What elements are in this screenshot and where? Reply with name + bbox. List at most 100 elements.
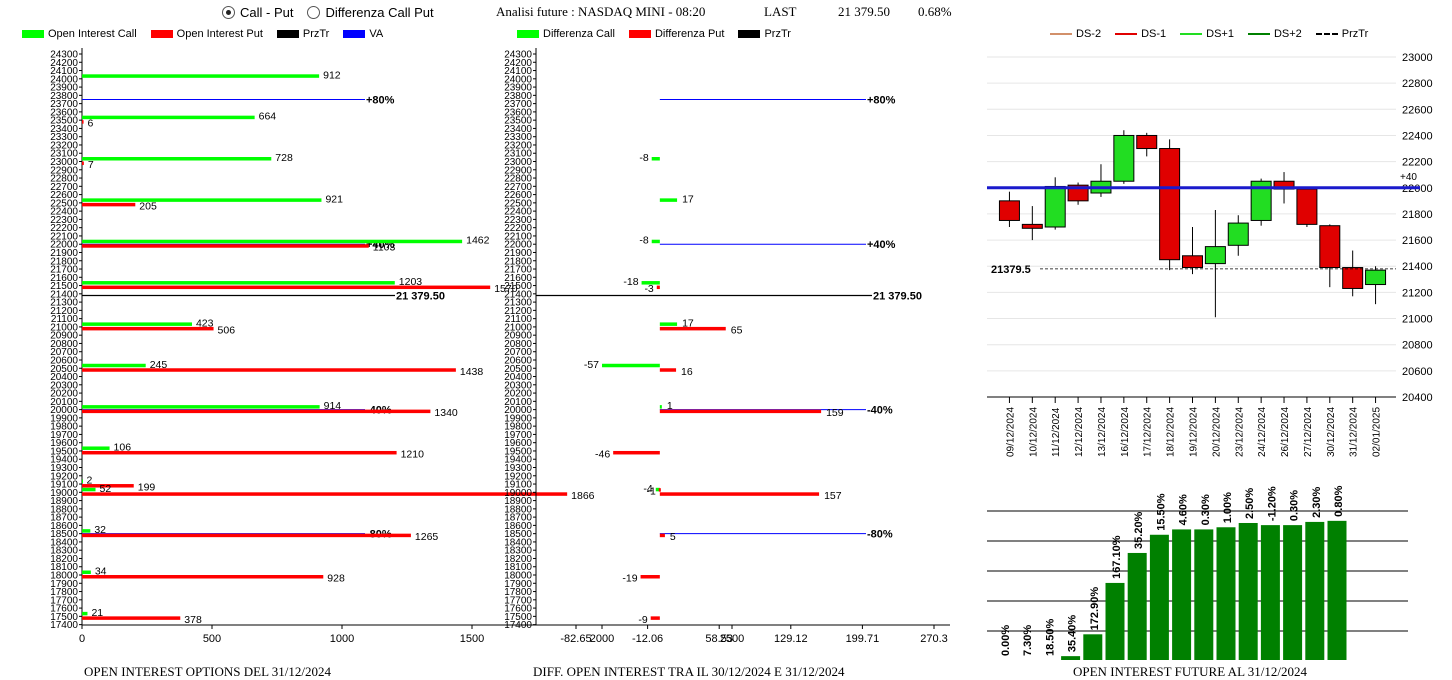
strike-tick-label: 20100 (50, 397, 78, 408)
candle-body (1250, 180, 1272, 221)
strike-tick-label: 23500 (50, 116, 78, 127)
diff-put-bar (658, 488, 661, 492)
candle-body (1113, 134, 1135, 182)
strike-tick-label: 24200 (504, 58, 532, 69)
chart-future-title: OPEN INTEREST FUTURE AL 31/12/2024 (1073, 664, 1308, 679)
strike-tick-label: 21200 (504, 306, 532, 317)
candle-date-label: 17/12/2024 (1143, 407, 1154, 457)
diff-put-value-label: -3 (644, 283, 653, 295)
future-bar-label: 0.30% (1289, 490, 1301, 521)
strike-tick-label: 21000 (50, 322, 78, 333)
oi-put-bar (82, 244, 369, 248)
oi-call-bar (82, 487, 96, 492)
strike-tick-label: 22900 (50, 165, 78, 176)
future-bar (1238, 522, 1258, 660)
strike-tick-label: 20000 (50, 405, 78, 416)
strike-tick-label: 20700 (504, 347, 532, 358)
diff-call-bar (659, 405, 662, 409)
diff-put-bar (659, 533, 665, 538)
strike-tick-label: 17600 (504, 604, 532, 615)
strike-tick-label: 23900 (50, 83, 78, 94)
strike-tick-label: 19500 (50, 446, 78, 457)
future-bar (1194, 529, 1214, 660)
oi-x-tick-label: 1000 (330, 633, 354, 645)
strike-tick-label: 22200 (50, 223, 78, 234)
strike-tick-label: 23700 (504, 99, 532, 110)
oi-put-bar (82, 202, 136, 207)
oi-put-bar (82, 120, 84, 124)
candle-y-tick-label: 21000 (1402, 314, 1433, 326)
strike-tick-label: 18000 (50, 571, 78, 582)
oi-call-bar (82, 570, 91, 575)
strike-tick-label: 20200 (504, 389, 532, 400)
diff-call-value-label: 17 (682, 317, 694, 329)
candle-date-label: 30/12/2024 (1326, 407, 1337, 457)
legend-item-ds-2: DS-2 (1050, 28, 1101, 40)
diff-level-label: -40% (867, 405, 893, 417)
radio-call-put[interactable]: Call - Put (222, 5, 293, 20)
strike-tick-label: 20800 (50, 339, 78, 350)
diff-call-value-label: -8 (639, 235, 648, 247)
candle-date-label: 11/12/2024 (1051, 407, 1062, 457)
diff-x-tick-label: 199.71 (846, 633, 880, 645)
candle-body (1204, 246, 1226, 265)
strike-tick-label: 19200 (504, 471, 532, 482)
future-bar-label: 7.30% (1022, 625, 1034, 656)
oi-call-value-label: 664 (259, 111, 277, 123)
strike-tick-label: 21200 (50, 306, 78, 317)
candle-y-tick-label: 22400 (1402, 130, 1433, 142)
strike-tick-label: 20400 (50, 372, 78, 383)
future-bar-label: 1.00% (1222, 492, 1234, 523)
future-bar-label: 0.00% (1000, 625, 1012, 656)
oi-x-tick-label: 2000 (590, 633, 614, 645)
strike-tick-label: 18200 (50, 554, 78, 565)
candle-y-tick-label: 21800 (1402, 209, 1433, 221)
strike-tick-label: 22300 (50, 215, 78, 226)
candle-date-label: 31/12/2024 (1349, 407, 1360, 457)
diff-call-bar (651, 239, 660, 244)
candle-y-tick-label: 22600 (1402, 104, 1433, 116)
strike-tick-label: 18400 (504, 537, 532, 548)
future-bar (1061, 656, 1081, 660)
strike-tick-label: 21300 (50, 298, 78, 309)
candle-level-label: +40 (1400, 172, 1417, 183)
legend-item-diff-call: Differenza Call (517, 28, 615, 40)
strike-tick-label: 22900 (504, 165, 532, 176)
strike-tick-label: 20900 (504, 331, 532, 342)
candle-body (1342, 267, 1364, 289)
candle-body (1136, 134, 1158, 150)
diff-put-value-label: 65 (731, 324, 743, 336)
strike-tick-label: 23400 (504, 124, 532, 135)
diff-call-bar (655, 487, 660, 492)
oi-put-value-label: 1210 (401, 448, 425, 460)
strike-tick-label: 20700 (50, 347, 78, 358)
candle-y-tick-label: 20400 (1402, 392, 1433, 404)
future-bar-label: 35.20% (1133, 511, 1145, 549)
diff-level-label: +80% (867, 94, 896, 106)
diff-x-tick-label: -82.65 (560, 633, 591, 645)
candle-y-tick-label: 21200 (1402, 287, 1433, 299)
chart-diff-title: DIFF. OPEN INTEREST TRA IL 30/12/2024 E … (533, 664, 845, 679)
candle-date-label: 23/12/2024 (1234, 407, 1245, 457)
strike-tick-label: 18700 (504, 513, 532, 524)
strike-tick-label: 17500 (504, 612, 532, 623)
oi-put-value-label: 378 (184, 614, 202, 626)
oi-call-value-label: 34 (95, 566, 107, 578)
future-bar (1216, 527, 1236, 660)
strike-tick-label: 21900 (504, 248, 532, 259)
candle-y-tick-label: 20600 (1402, 366, 1433, 378)
candle-body (998, 200, 1020, 221)
strike-tick-label: 19100 (504, 480, 532, 491)
strike-tick-label: 24300 (50, 50, 78, 61)
diff-put-bar (659, 492, 820, 496)
strike-tick-label: 22700 (504, 182, 532, 193)
strike-tick-label: 17600 (50, 604, 78, 615)
legend-item-ds+2: DS+2 (1247, 28, 1302, 40)
future-bar (1283, 525, 1303, 660)
candle-body (1182, 255, 1203, 269)
diff-put-bar (659, 326, 726, 331)
radio-diff-call-put[interactable]: Differenza Call Put (307, 5, 434, 20)
diff-call-bar (651, 157, 660, 161)
legend-candle: DS-2 DS-1 DS+1 DS+2 PrzTr (1050, 28, 1368, 40)
strike-tick-label: 20500 (504, 364, 532, 375)
